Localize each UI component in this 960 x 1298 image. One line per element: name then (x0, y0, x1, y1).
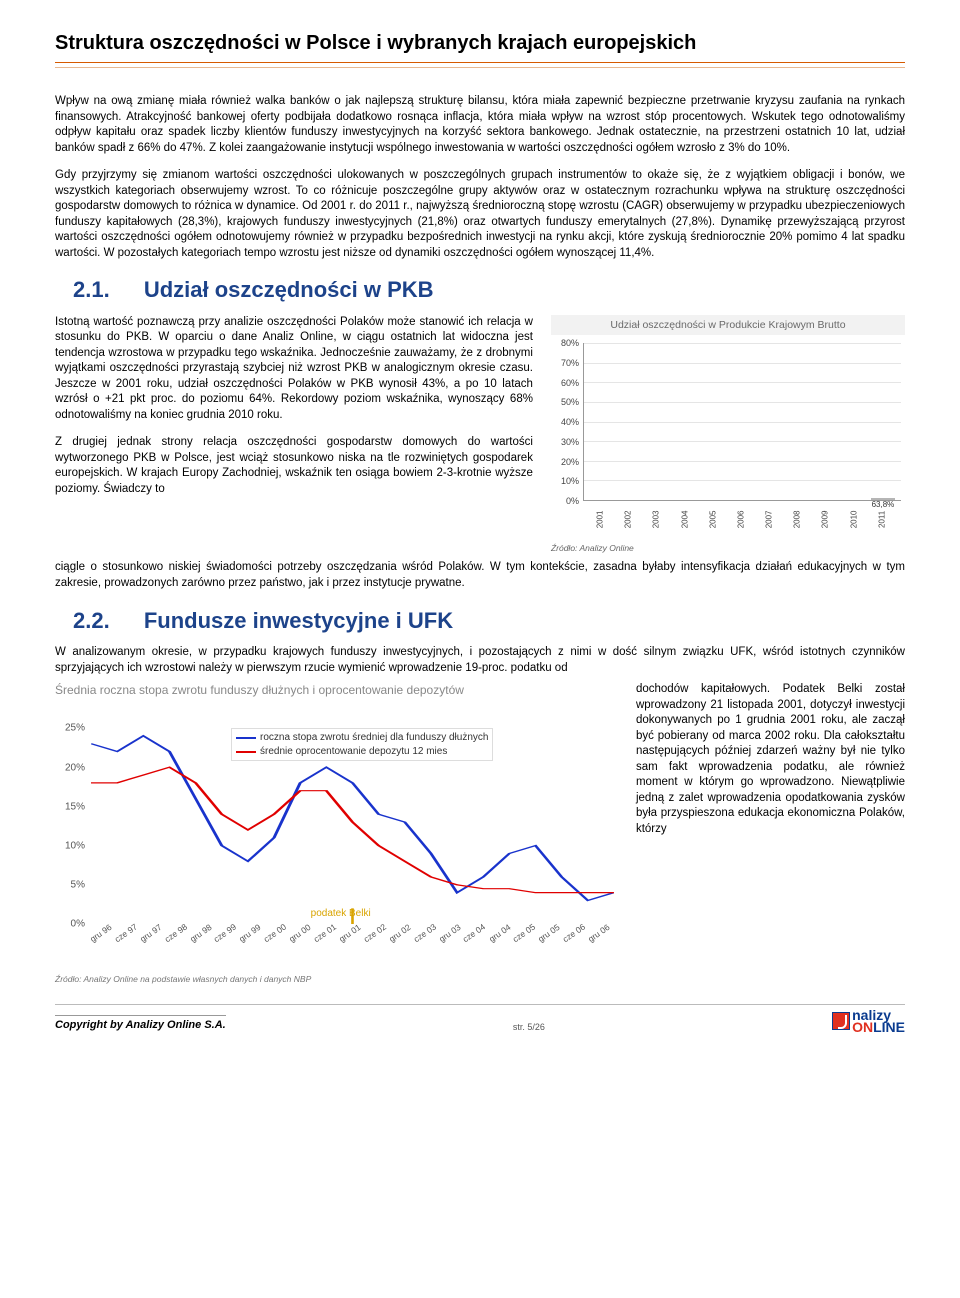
bar-ytick: 20% (551, 455, 579, 467)
bar-chart-source: Źródło: Analizy Online (551, 543, 905, 554)
line-chart-row: Średnia roczna stopa zwrotu funduszy dłu… (55, 682, 905, 986)
bar-ytick: 30% (551, 436, 579, 448)
bar-xlabel: 2006 (737, 508, 748, 532)
section-2-2-title: Fundusze inwestycyjne i UFK (144, 608, 453, 633)
paragraph-2: Gdy przyjrzymy się zmianom wartości oszc… (55, 168, 905, 261)
line-chart-xlabels: gru 96cze 97gru 97cze 98gru 98cze 99gru … (91, 935, 614, 946)
legend-row: średnie oprocentowanie depozytu 12 mies (236, 745, 488, 759)
bars: 63,8% (584, 343, 901, 500)
line-xlabel: gru 99 (237, 922, 264, 946)
col-left: Istotną wartość poznawczą przy analizie … (55, 315, 533, 555)
line-chart: 0% 5% 10% 15% 20% 25% roczna stopa zwrotu śre… (55, 706, 620, 956)
line-xlabel: gru 06 (586, 922, 613, 946)
legend-row: roczna stopa zwrotu średniej dla fundusz… (236, 731, 488, 745)
bar-ytick: 70% (551, 357, 579, 369)
bar-chart-plot: 63,8% (583, 343, 901, 501)
bar-xlabel: 2009 (821, 508, 832, 532)
bar-xlabel: 2001 (596, 508, 607, 532)
paragraph-4a: Z drugiej jednak strony relacja oszczędn… (55, 435, 533, 497)
line-xlabel: cze 03 (411, 922, 438, 946)
bar-xlabel: 2011 (878, 508, 889, 532)
copyright: Copyright by Analizy Online S.A. (55, 1015, 226, 1033)
line-ytick: 10% (55, 839, 85, 853)
line-xlabel: gru 97 (138, 922, 165, 946)
line-xlabel: cze 00 (262, 922, 289, 946)
paragraph-3: Istotną wartość poznawczą przy analizie … (55, 315, 533, 424)
line-xlabel: cze 99 (212, 922, 239, 946)
line-chart-title: Średnia roczna stopa zwrotu funduszy dłu… (55, 682, 620, 698)
bar-xlabel: 2002 (624, 508, 635, 532)
col-right: Udział oszczędności w Produkcie Krajowym… (551, 315, 905, 555)
paragraph-5-right: dochodów kapitałowych. Podatek Belki zos… (636, 682, 905, 837)
bar-ytick: 60% (551, 376, 579, 388)
line-chart-container: Średnia roczna stopa zwrotu funduszy dłu… (55, 682, 620, 986)
page-title: Struktura oszczędności w Polsce i wybran… (55, 30, 905, 62)
section-2-2-heading: 2.2. Fundusze inwestycyjne i UFK (55, 606, 905, 636)
line-xlabel: gru 96 (88, 922, 115, 946)
line-xlabel: cze 01 (312, 922, 339, 946)
section-2-1-title: Udział oszczędności w PKB (144, 277, 434, 302)
line-xlabel: gru 98 (187, 922, 214, 946)
bar-ytick: 80% (551, 337, 579, 349)
paragraph-5-lead: W analizowanym okresie, w przypadku kraj… (55, 645, 905, 676)
line-xlabel: gru 02 (387, 922, 414, 946)
bar-xlabel: 2008 (793, 508, 804, 532)
line-chart-legend: roczna stopa zwrotu średniej dla fundusz… (231, 728, 493, 761)
logo-icon (832, 1012, 850, 1030)
logo: nalizy ONLINE (832, 1009, 905, 1033)
section-2-1-heading: 2.1. Udział oszczędności w PKB (55, 275, 905, 305)
line-xlabel: gru 01 (337, 922, 364, 946)
bar-ytick: 40% (551, 416, 579, 428)
rule-light (55, 67, 905, 68)
logo-text: nalizy ONLINE (852, 1009, 905, 1033)
line-xlabel: cze 05 (511, 922, 538, 946)
section-2-1-num: 2.1. (73, 277, 110, 302)
line-xlabel: gru 05 (536, 922, 563, 946)
line-chart-plot: roczna stopa zwrotu średniej dla fundusz… (91, 728, 614, 924)
bar-ytick: 50% (551, 396, 579, 408)
two-column-row: Istotną wartość poznawczą przy analizie … (55, 315, 905, 555)
paragraph-1: Wpływ na ową zmianę miała również walka … (55, 94, 905, 156)
line-ytick: 15% (55, 800, 85, 814)
bar-xlabel: 2010 (849, 508, 860, 532)
line-xlabel: cze 06 (561, 922, 588, 946)
bar-ytick: 0% (551, 495, 579, 507)
line-ytick: 20% (55, 761, 85, 775)
bar-chart: 0%10%20%30%40%50%60%70%80% 63,8% 2001200… (551, 339, 905, 519)
line-ytick: 25% (55, 722, 85, 736)
footer: Copyright by Analizy Online S.A. str. 5/… (55, 1004, 905, 1033)
line-xlabel: gru 04 (486, 922, 513, 946)
bar-chart-title: Udział oszczędności w Produkcie Krajowym… (551, 315, 905, 335)
line-xlabel: gru 03 (436, 922, 463, 946)
line-xlabel: cze 97 (112, 922, 139, 946)
paragraph-4b: ciągle o stosunkowo niskiej świadomości … (55, 560, 905, 591)
annotation-label: podatek Belki (311, 907, 371, 921)
line-ytick: 5% (55, 878, 85, 892)
bar-chart-container: Udział oszczędności w Produkcie Krajowym… (551, 315, 905, 555)
line-xlabel: cze 02 (362, 922, 389, 946)
bar-ytick: 10% (551, 475, 579, 487)
bar-xlabel: 2004 (680, 508, 691, 532)
page-number: str. 5/26 (513, 1021, 545, 1033)
section-2-2-num: 2.2. (73, 608, 110, 633)
line-chart-source: Źródło: Analizy Online na podstawie włas… (55, 974, 620, 985)
line-xlabel: cze 98 (162, 922, 189, 946)
bar-xlabel: 2005 (708, 508, 719, 532)
line-xlabel: gru 00 (287, 922, 314, 946)
line-xlabel: cze 04 (461, 922, 488, 946)
bar-chart-xlabels: 2001200220032004200520062007200820092010… (583, 502, 901, 525)
bar-xlabel: 2003 (652, 508, 663, 532)
bar-xlabel: 2007 (765, 508, 776, 532)
line-ytick: 0% (55, 918, 85, 932)
rule-orange (55, 62, 905, 63)
